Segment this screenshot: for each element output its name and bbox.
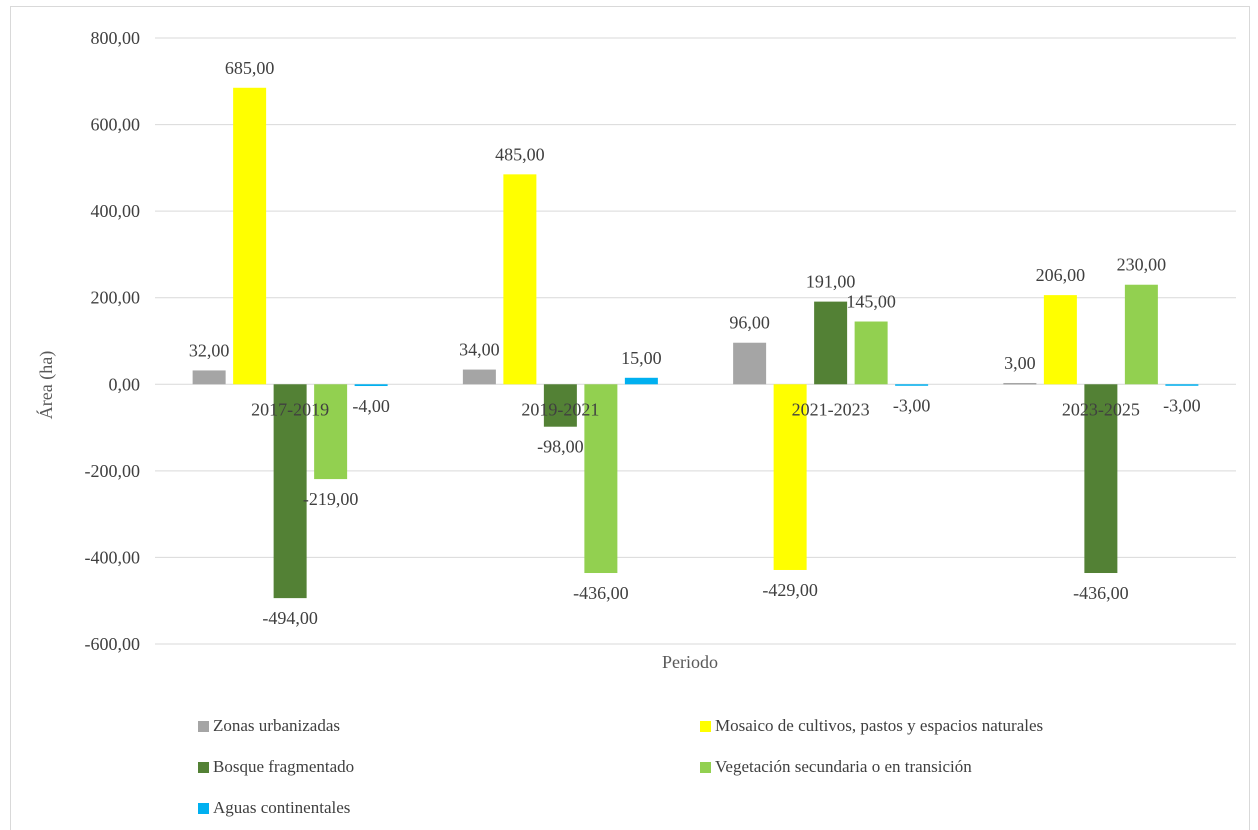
gridlines <box>155 37 1236 645</box>
bar <box>1165 384 1199 386</box>
y-tick-label: 800,00 <box>91 28 141 48</box>
y-tick-label: 200,00 <box>91 288 141 308</box>
data-label: -429,00 <box>762 580 818 600</box>
data-label: 206,00 <box>1036 265 1086 285</box>
bar <box>814 301 848 385</box>
y-tick-label: -400,00 <box>85 547 141 567</box>
y-axis: 800,00 600,00 400,00 200,00 0,00 -200,00 -400,… <box>85 28 141 654</box>
bar <box>1124 284 1158 385</box>
bar <box>192 370 226 385</box>
chart-frame <box>10 6 1250 830</box>
bar <box>733 342 767 385</box>
bar <box>584 384 618 574</box>
bar <box>233 87 267 385</box>
bars <box>192 87 1199 599</box>
y-axis-label: Área (ha) <box>35 351 57 419</box>
bar <box>854 321 888 385</box>
x-tick-label: 2019-2021 <box>521 399 599 419</box>
bar <box>503 174 537 385</box>
data-label: 3,00 <box>1004 353 1036 373</box>
bar <box>273 384 307 599</box>
data-label: -219,00 <box>303 489 359 509</box>
data-labels: 32,00 685,00 -494,00 -219,00 -4,00 34,00 485,0… <box>189 58 1201 628</box>
data-label: 191,00 <box>806 272 856 292</box>
x-tick-label: 2021-2023 <box>792 399 870 419</box>
data-label: -3,00 <box>893 396 931 416</box>
bar <box>1084 384 1118 574</box>
bar <box>1003 382 1037 385</box>
x-axis: 2017-2019 2019-2021 2021-2023 2023-2025 <box>251 399 1140 419</box>
data-label: 145,00 <box>846 292 896 312</box>
data-label: 230,00 <box>1117 255 1167 275</box>
y-tick-label: 600,00 <box>91 115 141 135</box>
bar <box>624 377 658 385</box>
bar <box>314 384 348 480</box>
y-tick-label: -200,00 <box>85 461 141 481</box>
data-label: -98,00 <box>537 437 584 457</box>
bar <box>543 384 577 427</box>
data-label: 96,00 <box>729 313 770 333</box>
data-label: 15,00 <box>621 348 662 368</box>
data-label: 32,00 <box>189 340 230 360</box>
x-axis-label: Periodo <box>662 652 718 672</box>
data-label: 485,00 <box>495 144 545 164</box>
data-label: -436,00 <box>573 583 629 603</box>
data-label: -3,00 <box>1163 396 1201 416</box>
data-label: -436,00 <box>1073 583 1129 603</box>
data-label: 685,00 <box>225 58 275 78</box>
data-label: 34,00 <box>459 340 500 360</box>
y-tick-label: -600,00 <box>85 634 141 654</box>
bar <box>895 384 929 386</box>
x-tick-label: 2017-2019 <box>251 399 329 419</box>
bar <box>462 369 496 385</box>
data-label: -4,00 <box>352 396 390 416</box>
bar <box>1043 295 1077 385</box>
x-tick-label: 2023-2025 <box>1062 399 1140 419</box>
bar <box>354 384 388 387</box>
data-label: -494,00 <box>262 608 318 628</box>
y-tick-label: 0,00 <box>109 374 141 394</box>
y-tick-label: 400,00 <box>91 201 141 221</box>
bar <box>773 384 807 570</box>
